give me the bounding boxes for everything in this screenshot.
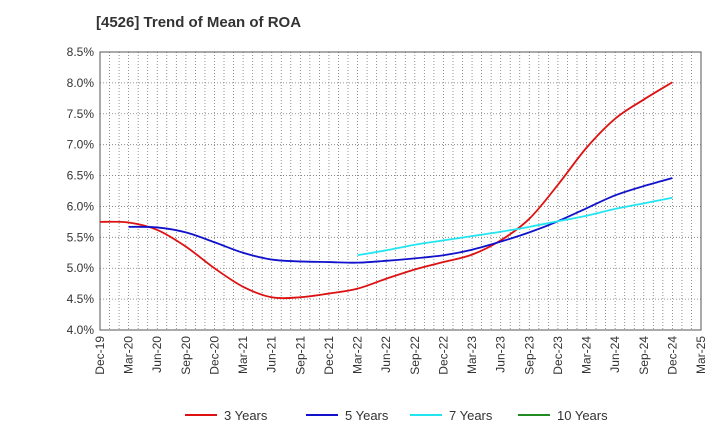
series-line-5-years	[128, 177, 673, 264]
series-line-3-years	[99, 81, 673, 300]
y-tick-label: 4.0%	[67, 323, 95, 337]
y-axis: 4.0% 4.5% 5.0% 5.5% 6.0% 6.5% 7.0% 7.5% 8.0% 8.5%	[67, 45, 95, 337]
y-tick-label: 8.5%	[67, 45, 95, 59]
y-tick-label: 6.0%	[67, 199, 95, 213]
x-tick-label: Jun-23	[494, 336, 508, 373]
x-tick-label: Dec-20	[207, 336, 221, 375]
x-tick-label: Dec-24	[665, 336, 679, 375]
x-axis: Dec-19 Mar-20 Jun-20 Sep-20 Dec-20 Mar-21 Jun-…	[93, 336, 708, 375]
y-tick-label: 8.0%	[67, 76, 95, 90]
x-tick-label: Mar-25	[694, 336, 708, 374]
y-tick-label: 5.0%	[67, 261, 95, 275]
legend-label-10-years: 10 Years	[557, 408, 608, 423]
y-tick-label: 4.5%	[67, 292, 95, 306]
y-tick-label: 6.5%	[67, 169, 95, 183]
x-tick-label: Mar-21	[236, 336, 250, 374]
x-tick-label: Mar-23	[465, 336, 479, 374]
x-tick-label: Sep-20	[179, 336, 193, 375]
legend: 3 Years 5 Years 7 Years 10 Years	[185, 408, 608, 423]
series-lines	[99, 81, 673, 300]
x-tick-label: Jun-24	[608, 336, 622, 373]
x-tick-label: Dec-22	[436, 336, 450, 375]
x-tick-label: Sep-21	[293, 336, 307, 375]
x-tick-label: Dec-21	[322, 336, 336, 375]
grid-lines	[100, 52, 701, 330]
series-line-7-years	[357, 196, 673, 257]
legend-label-5-years: 5 Years	[345, 408, 389, 423]
legend-label-3-years: 3 Years	[224, 408, 268, 423]
x-tick-label: Sep-22	[408, 336, 422, 375]
chart-title: [4526] Trend of Mean of ROA	[96, 14, 301, 31]
x-tick-label: Sep-24	[637, 336, 651, 375]
x-tick-label: Mar-22	[351, 336, 365, 374]
x-tick-label: Mar-20	[122, 336, 136, 374]
plot-area	[99, 51, 702, 331]
legend-label-7-years: 7 Years	[449, 408, 493, 423]
x-tick-label: Dec-19	[93, 336, 107, 375]
x-tick-label: Jun-21	[265, 336, 279, 373]
x-tick-label: Sep-23	[522, 336, 536, 375]
y-tick-label: 7.5%	[67, 107, 95, 121]
y-tick-label: 5.5%	[67, 230, 95, 244]
x-tick-label: Mar-24	[580, 336, 594, 374]
y-tick-label: 7.0%	[67, 138, 95, 152]
x-tick-label: Jun-20	[150, 336, 164, 373]
x-tick-label: Dec-23	[551, 336, 565, 375]
x-tick-label: Jun-22	[379, 336, 393, 373]
